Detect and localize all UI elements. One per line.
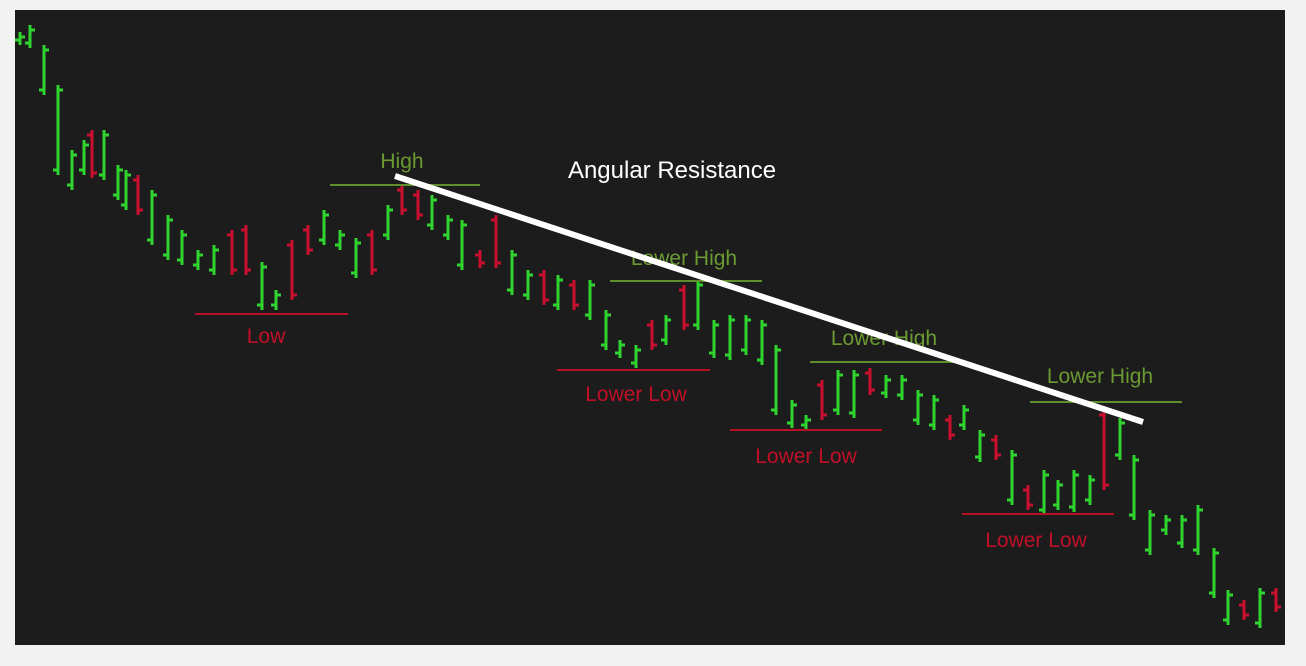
level-label: Low xyxy=(247,325,286,348)
level-label: Lower Low xyxy=(585,383,687,406)
level-label: Lower Low xyxy=(755,445,857,468)
up-bars xyxy=(15,25,1265,628)
level-label: High xyxy=(380,150,423,173)
annotation: Angular Resistance xyxy=(568,157,776,184)
level-label: Lower High xyxy=(1047,365,1153,388)
resistance-line xyxy=(394,173,1144,425)
level-label: Lower Low xyxy=(985,529,1087,552)
chart-background xyxy=(15,10,1285,645)
down-bars xyxy=(87,130,1281,620)
